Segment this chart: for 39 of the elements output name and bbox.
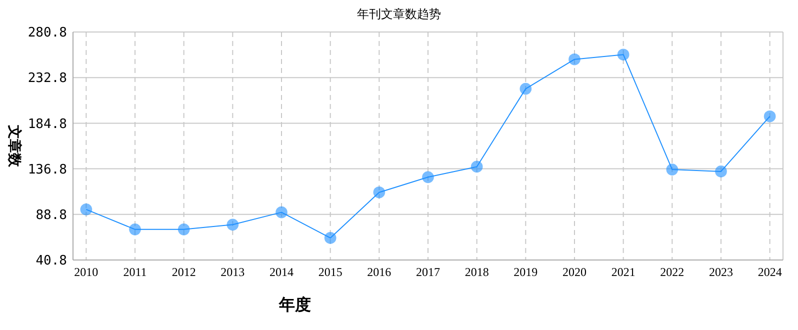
point [422,171,434,184]
x-tick-label: 2024 [758,265,782,279]
point [373,186,386,198]
point [226,218,239,231]
y-tick-label: 40.8 [36,254,67,269]
point [666,164,678,176]
point [715,166,727,178]
chart-title: 年刊文章数趋势 [357,7,441,21]
x-tick-label: 2016 [367,265,392,279]
point [617,48,630,61]
point [764,110,776,122]
y-tick-label: 88.8 [36,208,67,223]
point [520,82,532,95]
x-tick-label: 2023 [708,265,733,279]
y-tick-label: 280.8 [28,26,67,41]
point [276,206,288,218]
x-tick-label: 2014 [270,265,294,279]
point [568,53,580,66]
point [470,160,483,173]
x-tick-label: 2022 [660,265,684,279]
x-tick-label: 2012 [172,265,196,279]
y-tick-label: 232.8 [28,71,67,86]
point [129,224,141,236]
point [178,224,190,236]
x-tick-label: 2021 [611,265,636,279]
x-tick-label: 2015 [318,265,342,279]
x-tick-label: 2018 [464,265,489,279]
x-tick-label: 2019 [514,265,538,279]
point [324,232,336,244]
x-tick-label: 2017 [416,265,440,279]
x-tick-label: 2020 [562,265,586,279]
y-axis-title: 文章数 [6,124,23,168]
x-tick-label: 2013 [220,265,245,279]
point [80,204,92,216]
x-tick-label: 2010 [74,265,98,279]
y-tick-label: 136.8 [28,162,67,178]
y-tick-label: 184.8 [28,116,67,132]
x-tick-label: 2011 [123,265,147,279]
x-axis-title: 年度 [278,295,311,314]
